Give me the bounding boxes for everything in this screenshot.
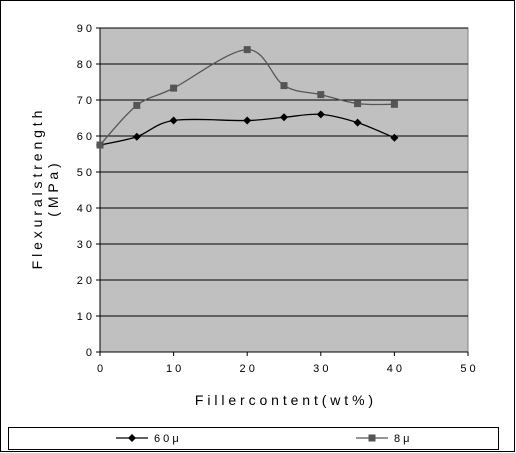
data-point [96,141,104,149]
data-point [133,101,141,109]
legend-marker [128,434,136,442]
x-tick-label: 0 [97,363,103,375]
y-tick-label: 9 0 [77,23,92,35]
grid-lines [100,27,468,317]
data-point [243,116,252,125]
series-1 [96,46,398,149]
series-line [99,48,395,146]
data-point [353,118,362,127]
x-tick-label: 1 0 [166,363,181,375]
data-point [280,82,288,90]
legend-item: 8 μ [356,433,410,445]
data-point [243,46,251,54]
y-tick-label: 4 0 [77,203,92,215]
legend-marker [368,434,376,442]
y-tick-label: 8 0 [77,59,92,71]
x-tick-label: 2 0 [240,363,255,375]
plot-area [99,27,469,353]
series-layer [96,46,399,149]
legend: 6 0 μ 8 μ [8,427,499,450]
data-point [390,133,399,142]
data-point [169,116,178,125]
data-point [132,132,141,141]
legend-label: 8 μ [394,433,410,445]
series-0 [96,110,399,149]
y-tick-label: 6 0 [77,131,92,143]
y-tick-label: 5 0 [77,167,92,179]
data-point [354,100,362,108]
series-line [99,113,395,146]
data-point [390,100,398,108]
y-tick-label: 7 0 [77,95,92,107]
y-tick-label: 1 0 [77,311,92,323]
x-axis-label: F i l l e r c o n t e n t ( w t % ) [195,392,373,408]
x-tick-label: 4 0 [387,363,402,375]
x-tick-label: 5 0 [460,363,475,375]
data-point [317,91,325,99]
legend-box [8,427,499,450]
y-tick-label: 3 0 [77,239,92,251]
y-tick-label: 0 [86,347,92,359]
legend-item: 6 0 μ [116,433,179,445]
y-axis-label: F l e x u r a l s t r e n g t h [29,111,45,270]
legend-label: 6 0 μ [154,433,179,445]
y-axis-label-unit: ( M P a ) [45,163,61,216]
x-tick-label: 3 0 [313,363,328,375]
data-point [170,84,178,92]
data-point [280,113,288,122]
axes: 0 1 0 2 0 3 0 4 0 5 0 6 0 7 0 8 0 9 0 0 1 0 2 0 3 0 4 … [77,23,476,375]
y-tick-label: 2 0 [77,275,92,287]
data-point [316,110,325,119]
